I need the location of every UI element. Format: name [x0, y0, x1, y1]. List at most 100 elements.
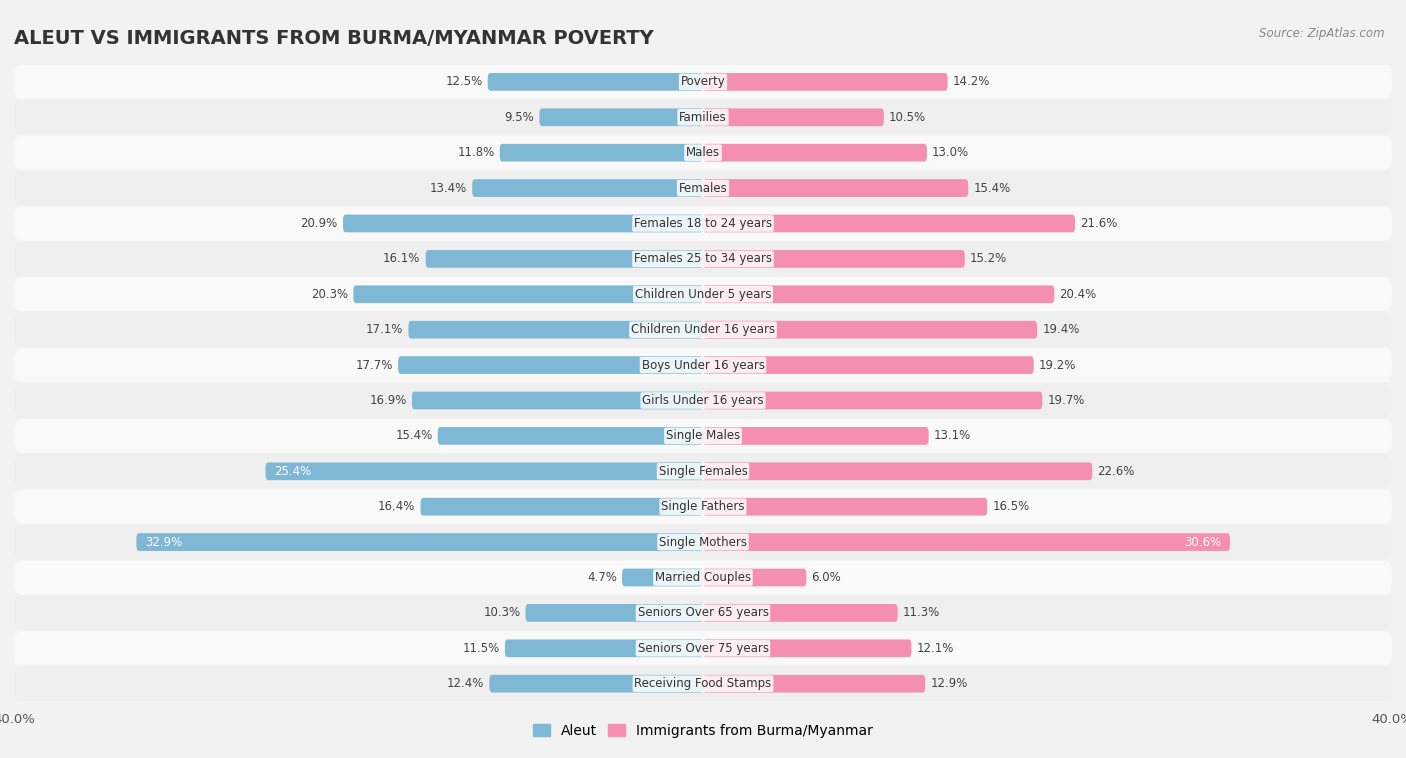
FancyBboxPatch shape	[266, 462, 703, 480]
FancyBboxPatch shape	[703, 73, 948, 91]
FancyBboxPatch shape	[14, 596, 1392, 630]
Text: 11.3%: 11.3%	[903, 606, 941, 619]
FancyBboxPatch shape	[703, 604, 897, 622]
Text: Single Mothers: Single Mothers	[659, 536, 747, 549]
Text: 12.5%: 12.5%	[446, 75, 482, 89]
Text: 9.5%: 9.5%	[505, 111, 534, 124]
FancyBboxPatch shape	[703, 675, 925, 693]
FancyBboxPatch shape	[703, 250, 965, 268]
FancyBboxPatch shape	[14, 525, 1392, 559]
FancyBboxPatch shape	[14, 277, 1392, 312]
FancyBboxPatch shape	[14, 65, 1392, 99]
Text: 20.9%: 20.9%	[301, 217, 337, 230]
Text: Females: Females	[679, 182, 727, 195]
Text: Single Males: Single Males	[666, 429, 740, 443]
FancyBboxPatch shape	[703, 498, 987, 515]
FancyBboxPatch shape	[14, 454, 1392, 488]
Text: Single Fathers: Single Fathers	[661, 500, 745, 513]
Text: 17.7%: 17.7%	[356, 359, 392, 371]
Text: 19.2%: 19.2%	[1039, 359, 1076, 371]
FancyBboxPatch shape	[703, 179, 969, 197]
FancyBboxPatch shape	[409, 321, 703, 339]
FancyBboxPatch shape	[703, 144, 927, 161]
Text: Children Under 5 years: Children Under 5 years	[634, 288, 772, 301]
Text: 16.1%: 16.1%	[384, 252, 420, 265]
FancyBboxPatch shape	[621, 568, 703, 587]
FancyBboxPatch shape	[703, 427, 928, 445]
FancyBboxPatch shape	[14, 100, 1392, 134]
FancyBboxPatch shape	[14, 242, 1392, 276]
FancyBboxPatch shape	[703, 286, 1054, 303]
Text: Boys Under 16 years: Boys Under 16 years	[641, 359, 765, 371]
Text: Girls Under 16 years: Girls Under 16 years	[643, 394, 763, 407]
FancyBboxPatch shape	[14, 419, 1392, 453]
Text: Receiving Food Stamps: Receiving Food Stamps	[634, 677, 772, 691]
FancyBboxPatch shape	[14, 206, 1392, 240]
Text: 10.5%: 10.5%	[889, 111, 927, 124]
Text: 21.6%: 21.6%	[1080, 217, 1118, 230]
FancyBboxPatch shape	[703, 321, 1038, 339]
Text: 16.4%: 16.4%	[378, 500, 415, 513]
Text: 17.1%: 17.1%	[366, 323, 404, 337]
FancyBboxPatch shape	[136, 533, 703, 551]
FancyBboxPatch shape	[398, 356, 703, 374]
Text: 15.2%: 15.2%	[970, 252, 1007, 265]
Text: Source: ZipAtlas.com: Source: ZipAtlas.com	[1260, 27, 1385, 39]
FancyBboxPatch shape	[489, 675, 703, 693]
Text: 12.1%: 12.1%	[917, 642, 953, 655]
FancyBboxPatch shape	[499, 144, 703, 161]
FancyBboxPatch shape	[14, 490, 1392, 524]
Text: Males: Males	[686, 146, 720, 159]
FancyBboxPatch shape	[14, 313, 1392, 346]
Text: ALEUT VS IMMIGRANTS FROM BURMA/MYANMAR POVERTY: ALEUT VS IMMIGRANTS FROM BURMA/MYANMAR P…	[14, 29, 654, 48]
Text: Females 25 to 34 years: Females 25 to 34 years	[634, 252, 772, 265]
Legend: Aleut, Immigrants from Burma/Myanmar: Aleut, Immigrants from Burma/Myanmar	[527, 718, 879, 743]
FancyBboxPatch shape	[437, 427, 703, 445]
FancyBboxPatch shape	[703, 392, 1042, 409]
FancyBboxPatch shape	[420, 498, 703, 515]
FancyBboxPatch shape	[703, 462, 1092, 480]
Text: 12.4%: 12.4%	[447, 677, 484, 691]
Text: Families: Families	[679, 111, 727, 124]
FancyBboxPatch shape	[14, 348, 1392, 382]
Text: 6.0%: 6.0%	[811, 571, 841, 584]
FancyBboxPatch shape	[505, 640, 703, 657]
FancyBboxPatch shape	[472, 179, 703, 197]
FancyBboxPatch shape	[14, 136, 1392, 170]
Text: 19.4%: 19.4%	[1042, 323, 1080, 337]
Text: Seniors Over 75 years: Seniors Over 75 years	[637, 642, 769, 655]
Text: 15.4%: 15.4%	[395, 429, 433, 443]
FancyBboxPatch shape	[14, 631, 1392, 666]
Text: Single Females: Single Females	[658, 465, 748, 478]
Text: 4.7%: 4.7%	[588, 571, 617, 584]
Text: 13.1%: 13.1%	[934, 429, 972, 443]
FancyBboxPatch shape	[14, 560, 1392, 594]
Text: 30.6%: 30.6%	[1184, 536, 1222, 549]
FancyBboxPatch shape	[703, 568, 807, 587]
FancyBboxPatch shape	[343, 215, 703, 233]
Text: 16.9%: 16.9%	[370, 394, 406, 407]
FancyBboxPatch shape	[412, 392, 703, 409]
Text: Children Under 16 years: Children Under 16 years	[631, 323, 775, 337]
FancyBboxPatch shape	[353, 286, 703, 303]
Text: 11.5%: 11.5%	[463, 642, 499, 655]
Text: 25.4%: 25.4%	[274, 465, 311, 478]
FancyBboxPatch shape	[703, 533, 1230, 551]
Text: Married Couples: Married Couples	[655, 571, 751, 584]
FancyBboxPatch shape	[488, 73, 703, 91]
Text: 16.5%: 16.5%	[993, 500, 1029, 513]
FancyBboxPatch shape	[14, 384, 1392, 418]
Text: 13.0%: 13.0%	[932, 146, 969, 159]
Text: 12.9%: 12.9%	[931, 677, 967, 691]
Text: 20.4%: 20.4%	[1060, 288, 1097, 301]
FancyBboxPatch shape	[14, 667, 1392, 700]
Text: 14.2%: 14.2%	[953, 75, 990, 89]
Text: 11.8%: 11.8%	[457, 146, 495, 159]
Text: 19.7%: 19.7%	[1047, 394, 1085, 407]
Text: 13.4%: 13.4%	[430, 182, 467, 195]
Text: 32.9%: 32.9%	[145, 536, 183, 549]
Text: Females 18 to 24 years: Females 18 to 24 years	[634, 217, 772, 230]
FancyBboxPatch shape	[703, 640, 911, 657]
Text: 15.4%: 15.4%	[973, 182, 1011, 195]
FancyBboxPatch shape	[526, 604, 703, 622]
